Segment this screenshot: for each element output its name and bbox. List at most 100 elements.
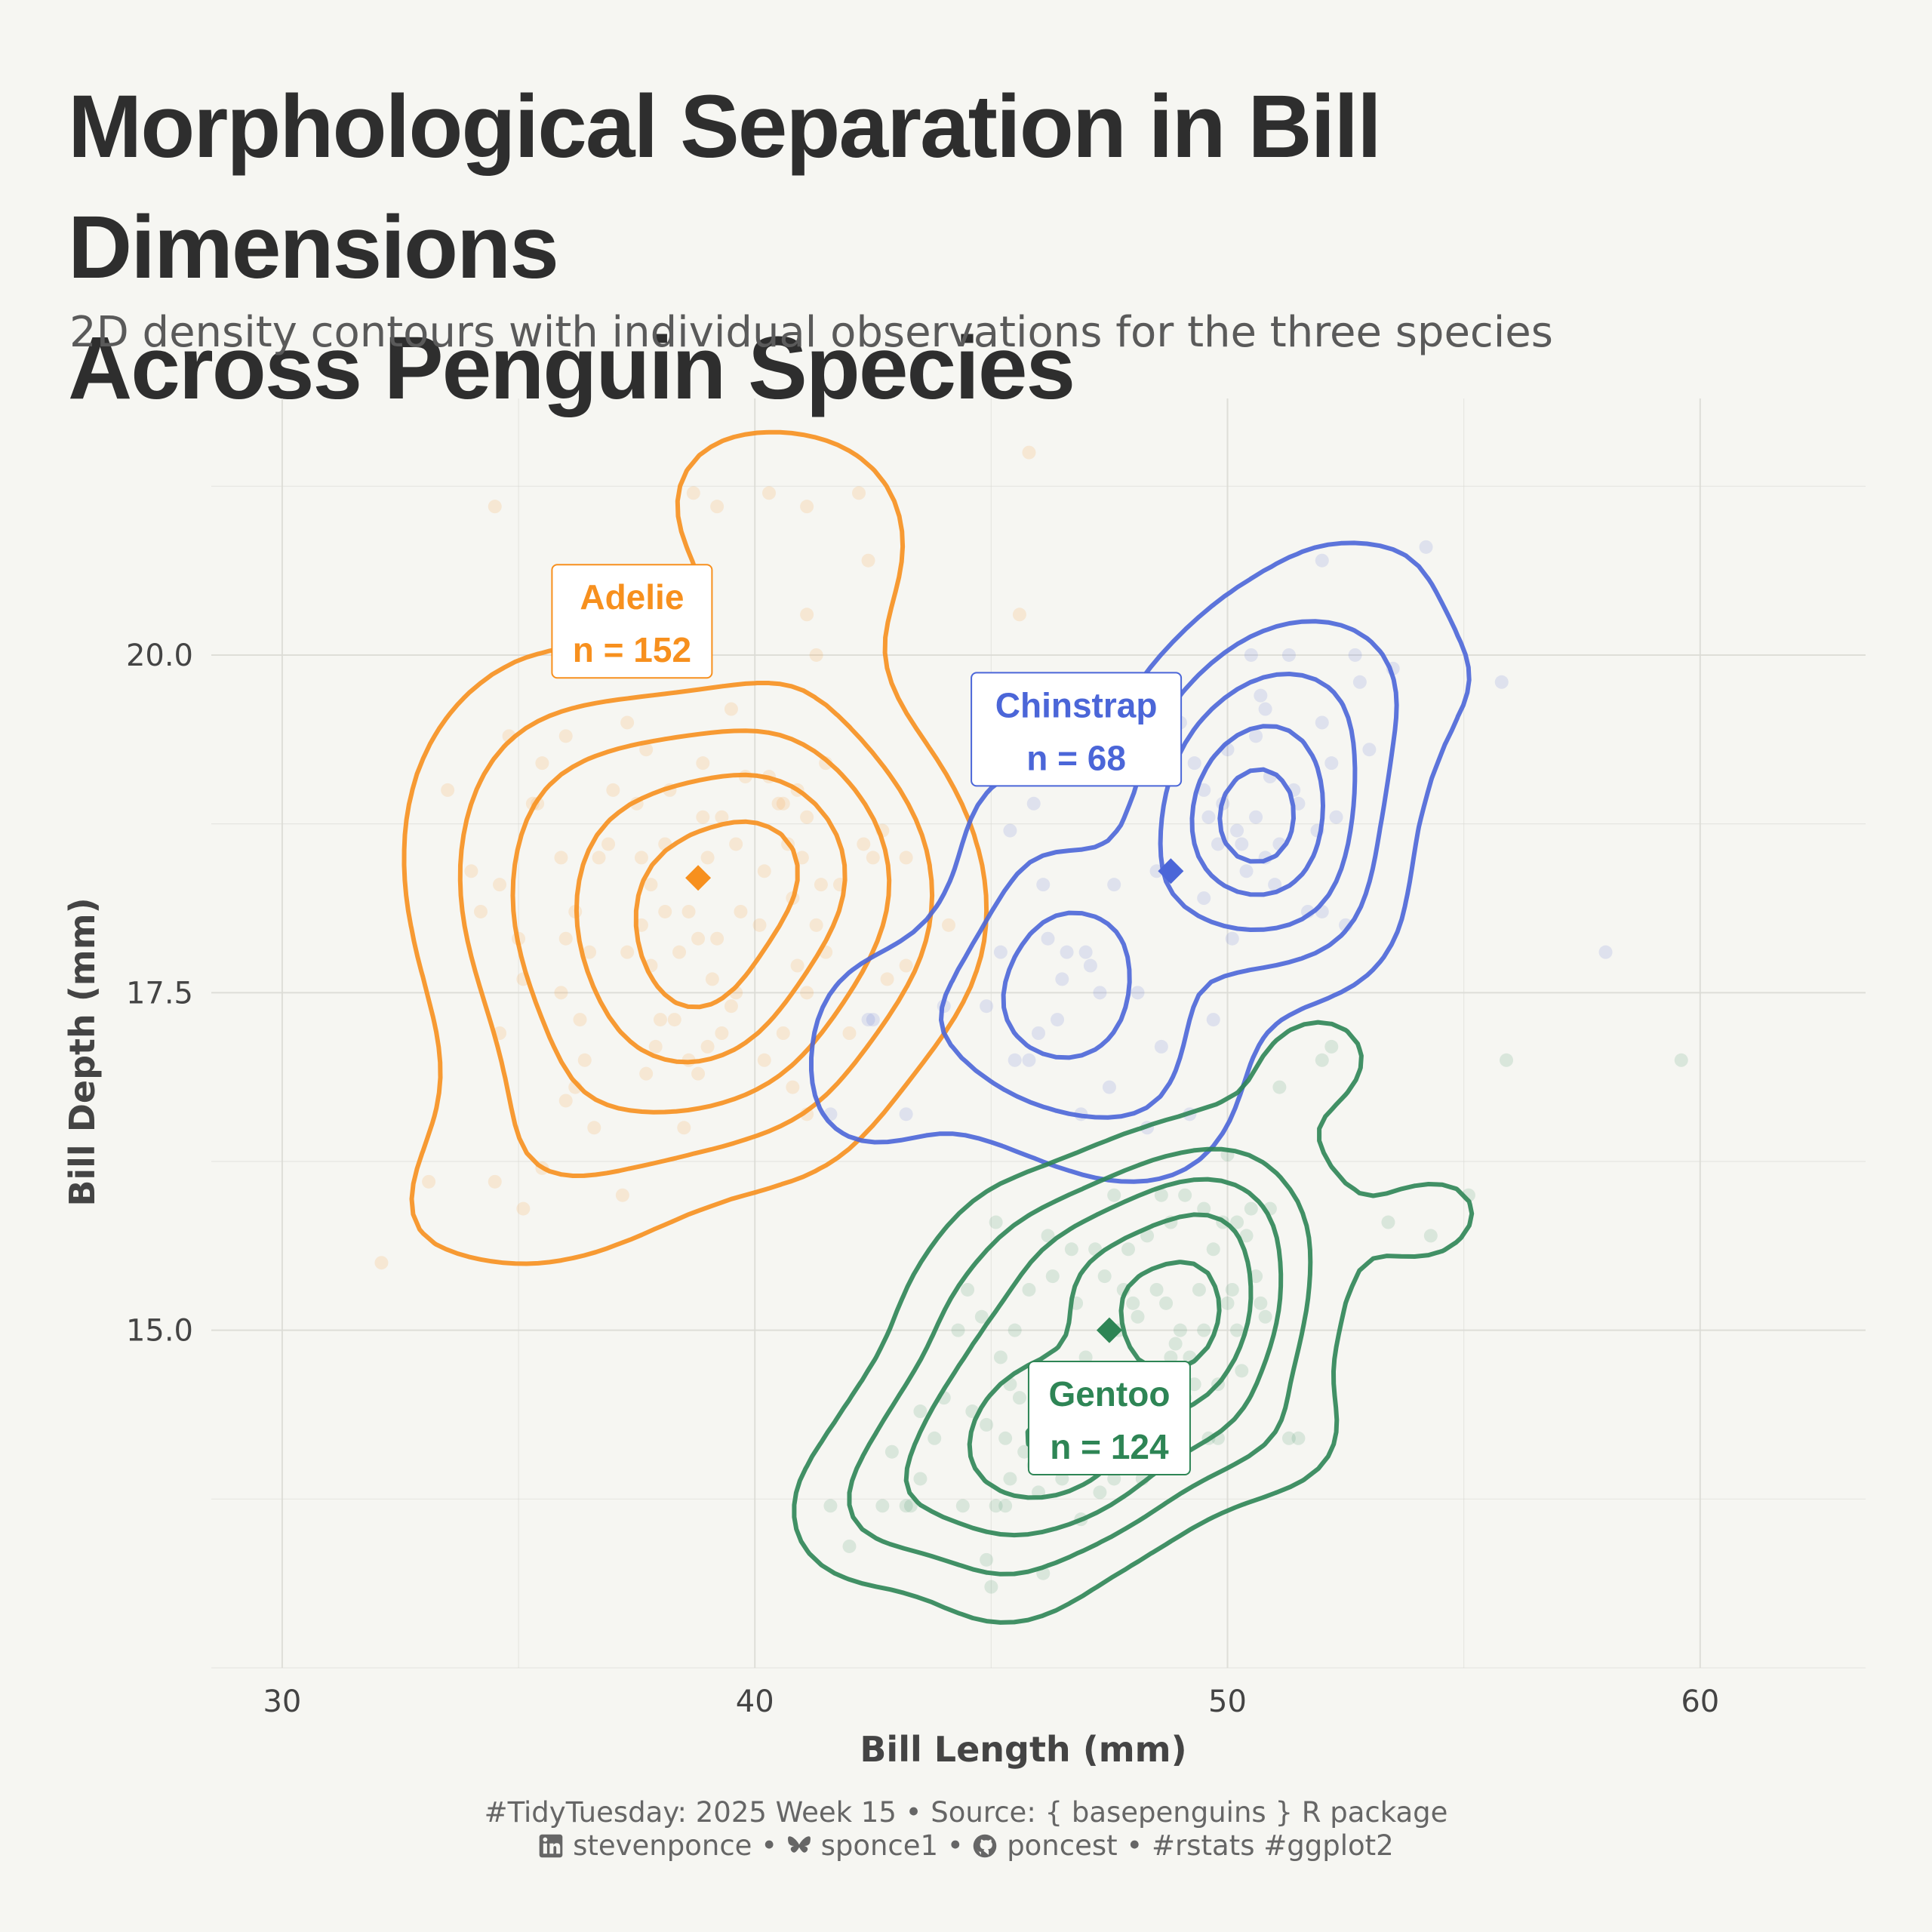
species-label-box-chinstrap xyxy=(971,672,1183,787)
data-point-adelie xyxy=(686,486,700,500)
data-point-adelie xyxy=(554,986,568,1000)
data-point-chinstrap xyxy=(861,1013,875,1027)
grid-lines xyxy=(211,398,1866,1669)
data-point-gentoo xyxy=(1003,1472,1017,1486)
data-point-chinstrap xyxy=(1197,783,1211,797)
y-tick-label: 20.0 xyxy=(126,638,193,673)
data-point-gentoo xyxy=(1173,1323,1187,1337)
data-point-chinstrap xyxy=(1315,715,1329,730)
data-point-adelie xyxy=(441,783,455,797)
data-point-chinstrap xyxy=(1324,756,1339,771)
density-contour-adelie xyxy=(457,681,935,1178)
data-point-adelie xyxy=(700,1039,715,1054)
data-point-chinstrap xyxy=(1258,702,1272,716)
data-point-gentoo xyxy=(998,1431,1013,1445)
data-point-chinstrap xyxy=(1362,743,1377,757)
data-point-adelie xyxy=(786,1080,800,1094)
data-point-adelie xyxy=(634,851,648,865)
data-point-gentoo xyxy=(1230,1215,1244,1229)
data-point-adelie xyxy=(615,1188,629,1202)
density-contour-adelie xyxy=(574,772,848,1065)
data-point-gentoo xyxy=(951,1323,965,1337)
data-point-adelie xyxy=(493,878,507,892)
data-point-adelie xyxy=(488,1174,502,1189)
data-point-adelie xyxy=(757,864,771,878)
data-point-adelie xyxy=(464,864,478,878)
data-point-adelie xyxy=(705,972,719,986)
data-point-chinstrap xyxy=(1036,878,1051,892)
data-point-adelie xyxy=(700,851,715,865)
data-point-gentoo xyxy=(1423,1229,1438,1243)
caption-line2: stevenponce • sponce1 • poncest • #rstat… xyxy=(0,1829,1932,1863)
data-point-gentoo xyxy=(1192,1282,1206,1297)
data-point-adelie xyxy=(648,1039,663,1054)
data-point-gentoo xyxy=(1097,1269,1112,1284)
data-point-chinstrap xyxy=(1093,986,1107,1000)
data-point-gentoo xyxy=(1045,1269,1060,1284)
data-point-adelie xyxy=(639,743,654,757)
data-point-adelie xyxy=(558,729,573,743)
bluesky-handle[interactable]: sponce1 xyxy=(820,1829,939,1862)
species-labels: Adelie n = 152 Chinstrap n = 68 Gentoo n = 12… xyxy=(551,564,1191,1475)
species-label-box-adelie xyxy=(551,564,713,679)
data-point-chinstrap xyxy=(1201,810,1216,824)
data-point-chinstrap xyxy=(1254,688,1268,703)
data-point-chinstrap xyxy=(1352,675,1367,689)
data-point-chinstrap xyxy=(1329,810,1343,824)
data-point-adelie xyxy=(866,851,880,865)
data-point-gentoo xyxy=(1206,1242,1220,1257)
data-point-adelie xyxy=(681,904,696,918)
data-point-gentoo xyxy=(1064,1242,1078,1257)
axes: 30 40 50 60 15.0 17.5 20.0 Bill Length (mm) Bill… xyxy=(62,638,1719,1770)
data-point-gentoo xyxy=(1291,1431,1306,1445)
data-point-adelie xyxy=(899,958,913,973)
data-point-gentoo xyxy=(1225,1282,1239,1297)
data-point-adelie xyxy=(800,500,814,514)
data-point-gentoo xyxy=(1315,1053,1329,1067)
data-point-adelie xyxy=(691,1066,706,1081)
centroid-marker-gentoo xyxy=(1096,1317,1122,1343)
centroid-marker-chinstrap xyxy=(1158,858,1184,884)
data-point-adelie xyxy=(558,1094,573,1108)
data-point-gentoo xyxy=(1154,1188,1168,1202)
github-handle[interactable]: poncest xyxy=(1007,1829,1118,1862)
data-point-adelie xyxy=(422,1174,436,1189)
data-point-adelie xyxy=(776,796,790,811)
data-point-gentoo xyxy=(984,1580,998,1594)
data-point-adelie xyxy=(672,945,687,959)
data-point-gentoo xyxy=(1126,1296,1140,1310)
bluesky-butterfly-icon xyxy=(787,1836,811,1853)
caption-separator: • xyxy=(761,1829,778,1862)
data-point-adelie xyxy=(795,851,809,865)
data-point-gentoo xyxy=(1254,1296,1268,1310)
density-contour-chinstrap xyxy=(1217,767,1296,864)
data-point-adelie xyxy=(639,1066,654,1081)
data-point-adelie xyxy=(620,715,635,730)
data-point-adelie xyxy=(516,1201,531,1216)
data-point-gentoo xyxy=(823,1499,838,1513)
data-point-adelie xyxy=(724,702,738,716)
density-scatter-chart: Adelie n = 152 Chinstrap n = 68 Gentoo n = 12… xyxy=(62,398,1866,1770)
data-point-gentoo xyxy=(928,1431,942,1445)
data-point-gentoo xyxy=(1022,1282,1036,1297)
x-axis-label: Bill Length (mm) xyxy=(860,1729,1186,1770)
data-point-gentoo xyxy=(884,1444,899,1459)
data-point-adelie xyxy=(809,648,823,662)
linkedin-handle[interactable]: stevenponce xyxy=(573,1829,752,1862)
data-point-chinstrap xyxy=(1003,823,1017,838)
data-point-adelie xyxy=(691,931,706,946)
data-point-gentoo xyxy=(1149,1282,1164,1297)
caption-line1: #TidyTuesday: 2025 Week 15 • Source: { b… xyxy=(484,1796,1448,1829)
data-point-adelie xyxy=(696,756,710,771)
data-point-chinstrap xyxy=(1008,1053,1022,1067)
density-contour-gentoo xyxy=(792,1020,1475,1625)
data-point-chinstrap xyxy=(980,999,994,1014)
data-point-gentoo xyxy=(974,1309,989,1324)
y-tick-label: 17.5 xyxy=(126,976,193,1011)
data-point-gentoo xyxy=(899,1499,913,1513)
species-label-name-adelie: Adelie xyxy=(580,577,684,617)
data-point-adelie xyxy=(776,1026,790,1040)
data-point-chinstrap xyxy=(1107,878,1121,892)
data-point-chinstrap xyxy=(1131,986,1145,1000)
data-point-gentoo xyxy=(1159,1296,1174,1310)
